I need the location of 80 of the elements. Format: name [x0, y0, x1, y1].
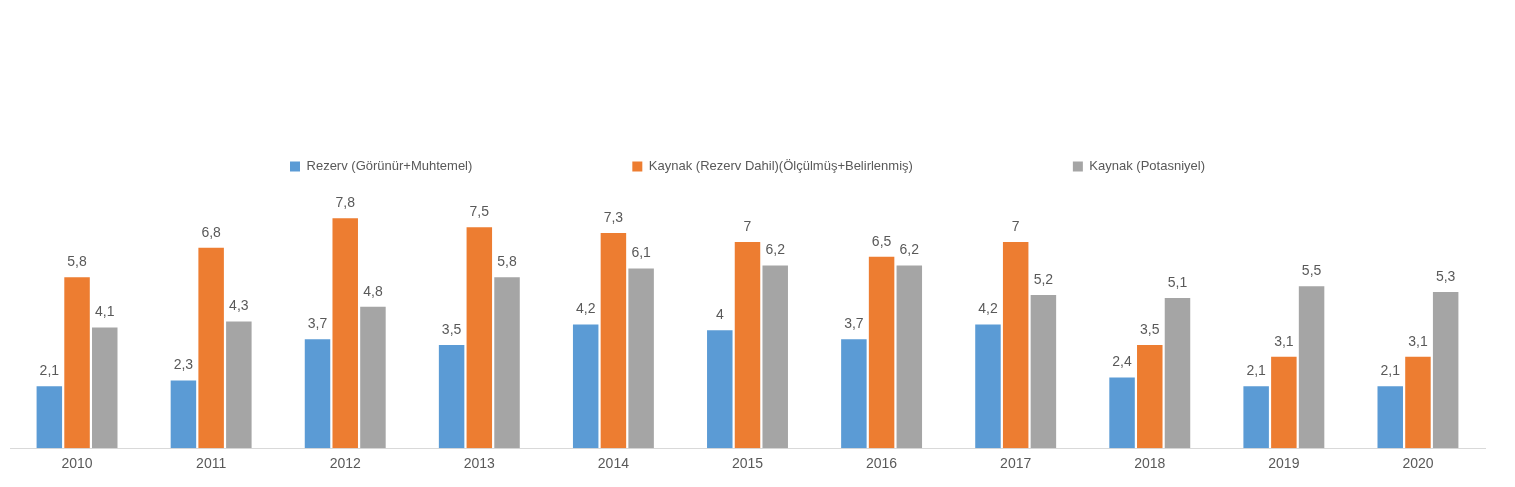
bar [360, 306, 386, 449]
data-label: 4 [715, 306, 724, 323]
x-tick-label: 2010 [61, 455, 93, 472]
data-label: 5,8 [67, 253, 87, 270]
bar [762, 265, 788, 449]
bar [1164, 297, 1191, 449]
legend-label: Kaynak (Rezerv Dahil)(Ölçülmüş+Belirlenmiş) [648, 158, 913, 174]
bar [438, 345, 465, 449]
data-label: 3,5 [1140, 320, 1160, 337]
data-label: 3,5 [441, 320, 462, 337]
data-label: 4,2 [978, 300, 998, 317]
data-label: 7,5 [469, 203, 490, 220]
data-label: 4,8 [363, 282, 383, 299]
bar [170, 380, 197, 449]
bar [198, 247, 224, 449]
x-tick-label: 2012 [329, 455, 362, 472]
data-label: 2,1 [39, 362, 60, 379]
x-tick-label: 2015 [731, 455, 764, 472]
bar [1298, 286, 1325, 449]
bar [1377, 386, 1403, 449]
data-label: 3,1 [1408, 332, 1428, 349]
data-label: 2,3 [173, 356, 194, 373]
data-label: 5,3 [1435, 267, 1456, 284]
data-label: 5,1 [1167, 273, 1188, 290]
x-tick-label: 2014 [597, 455, 630, 472]
bar [64, 277, 90, 449]
data-label: 2,1 [1246, 362, 1267, 379]
data-label: 3,7 [844, 315, 864, 332]
data-label: 5,8 [497, 253, 517, 270]
data-label: 3,1 [1274, 332, 1294, 349]
data-label: 6,1 [631, 244, 652, 261]
data-label: 6,2 [899, 241, 920, 258]
bar [1109, 377, 1135, 449]
bar [1030, 294, 1057, 449]
x-tick-label: 2017 [1000, 455, 1032, 472]
bar [1405, 356, 1431, 449]
data-label: 4,2 [575, 300, 596, 317]
data-label: 7,3 [603, 208, 624, 225]
bar [707, 330, 733, 449]
bar [868, 256, 895, 449]
data-label: 4,3 [229, 297, 249, 314]
x-tick-label: 2020 [1402, 455, 1434, 472]
data-label: 6,2 [765, 241, 786, 258]
data-label: 2,1 [1380, 362, 1401, 379]
legend-label: Kaynak (Potasniyel) [1089, 158, 1205, 174]
bar [1271, 356, 1297, 449]
data-label: 2,4 [1112, 353, 1132, 370]
x-tick-label: 2019 [1268, 455, 1300, 472]
bar [494, 277, 520, 449]
bar [304, 339, 331, 449]
bar [1432, 292, 1459, 449]
data-label: 5,5 [1301, 261, 1322, 278]
bar [841, 339, 867, 449]
x-tick-label: 2018 [1134, 455, 1166, 472]
bar [36, 386, 63, 449]
bar [466, 227, 493, 449]
data-label: 3,7 [307, 315, 328, 332]
data-label: 7,8 [335, 194, 356, 211]
bar [92, 327, 118, 449]
data-label: 4,1 [95, 303, 115, 320]
bar [628, 268, 654, 449]
data-label: 6,8 [201, 223, 222, 240]
bar [734, 241, 761, 449]
bar [1002, 241, 1029, 449]
data-label: 6,5 [871, 232, 892, 249]
x-tick-label: 2016 [866, 455, 898, 472]
bar [896, 265, 923, 449]
bar [572, 324, 599, 449]
bar [600, 233, 627, 449]
data-label: 5,2 [1033, 270, 1054, 287]
x-tick-label: 2011 [196, 455, 227, 472]
bar [226, 321, 252, 449]
bar [1137, 345, 1163, 449]
bar [1243, 386, 1269, 449]
data-label: 7 [1011, 217, 1020, 234]
bar [975, 324, 1001, 449]
legend-label: Rezerv (Görünür+Muhtemel) [306, 158, 473, 174]
bar [332, 218, 358, 449]
x-tick-label: 2013 [463, 455, 496, 472]
data-label: 7 [743, 217, 752, 234]
